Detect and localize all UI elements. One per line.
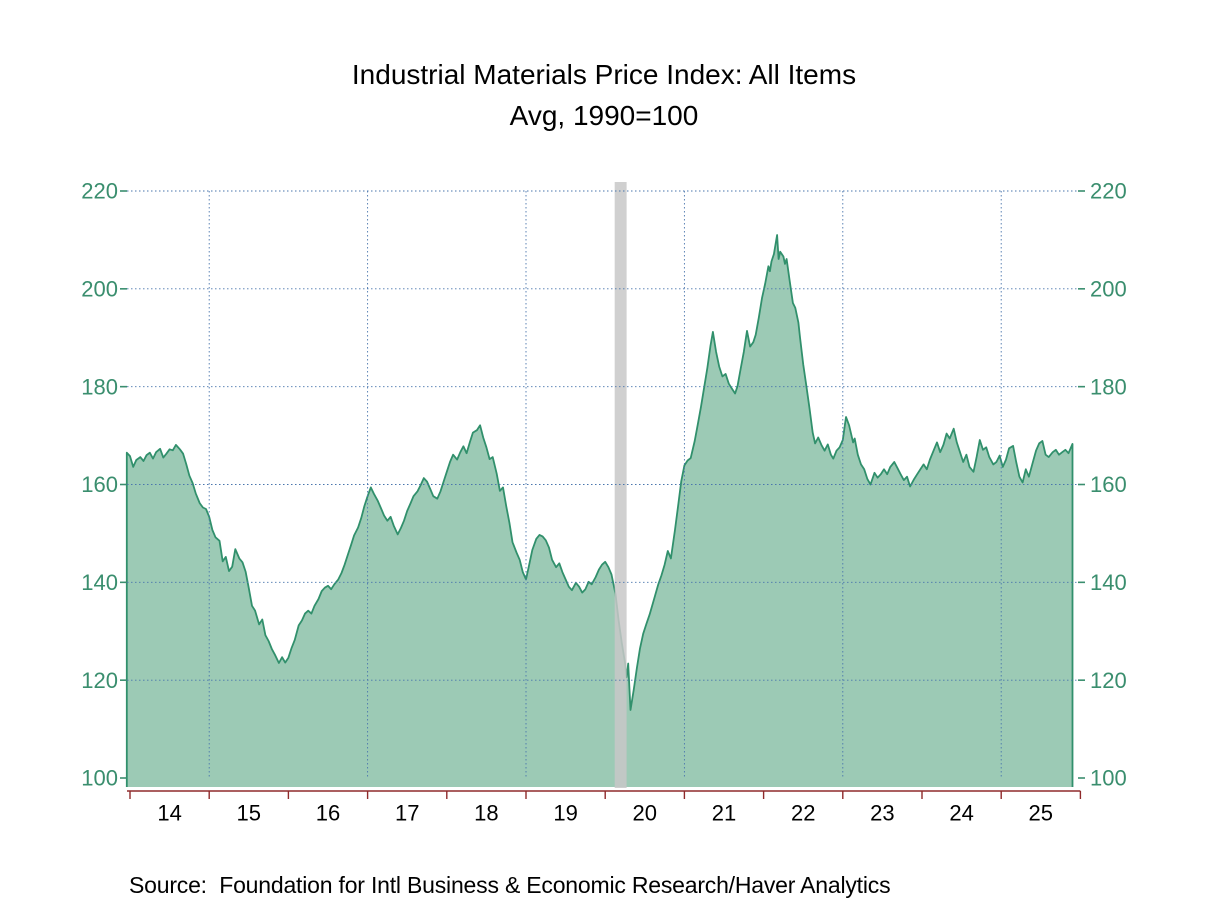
y-axis-label-right-180: 180 [1090, 374, 1127, 399]
chart-title: Industrial Materials Price Index: All It… [351, 59, 857, 90]
y-axis-label-right-140: 140 [1090, 570, 1127, 595]
y-axis-label-right-120: 120 [1090, 668, 1127, 693]
x-axis-label-21: 21 [712, 801, 736, 826]
x-axis-label-24: 24 [949, 801, 973, 826]
x-axis-label-19: 19 [553, 801, 577, 826]
price-area [126, 235, 1073, 787]
y-axis-label-left-220: 220 [81, 179, 118, 204]
x-axis-label-20: 20 [633, 801, 657, 826]
x-axis-label-18: 18 [474, 801, 498, 826]
x-axis-label-17: 17 [395, 801, 419, 826]
x-axis-label-16: 16 [316, 801, 340, 826]
y-axis-label-left-180: 180 [81, 374, 118, 399]
y-axis-label-left-140: 140 [81, 570, 118, 595]
y-axis-label-right-100: 100 [1090, 766, 1127, 791]
x-axis-label-14: 14 [157, 801, 181, 826]
y-axis-label-left-160: 160 [81, 472, 118, 497]
y-axis-label-left-120: 120 [81, 668, 118, 693]
chart-title-block: Industrial Materials Price Index: All It… [0, 54, 1208, 136]
y-axis-label-left-100: 100 [81, 766, 118, 791]
chart-subtitle: Avg, 1990=100 [509, 100, 699, 131]
x-axis-label-22: 22 [791, 801, 815, 826]
y-axis-label-right-200: 200 [1090, 277, 1127, 302]
source-note: Source: Foundation for Intl Business & E… [129, 872, 891, 898]
x-axis-label-25: 25 [1029, 801, 1053, 826]
x-axis-label-23: 23 [870, 801, 894, 826]
y-axis-label-right-160: 160 [1090, 472, 1127, 497]
y-axis-label-right-220: 220 [1090, 179, 1127, 204]
x-axis-label-15: 15 [237, 801, 261, 826]
y-axis-label-left-200: 200 [81, 277, 118, 302]
recession-band [614, 182, 627, 788]
